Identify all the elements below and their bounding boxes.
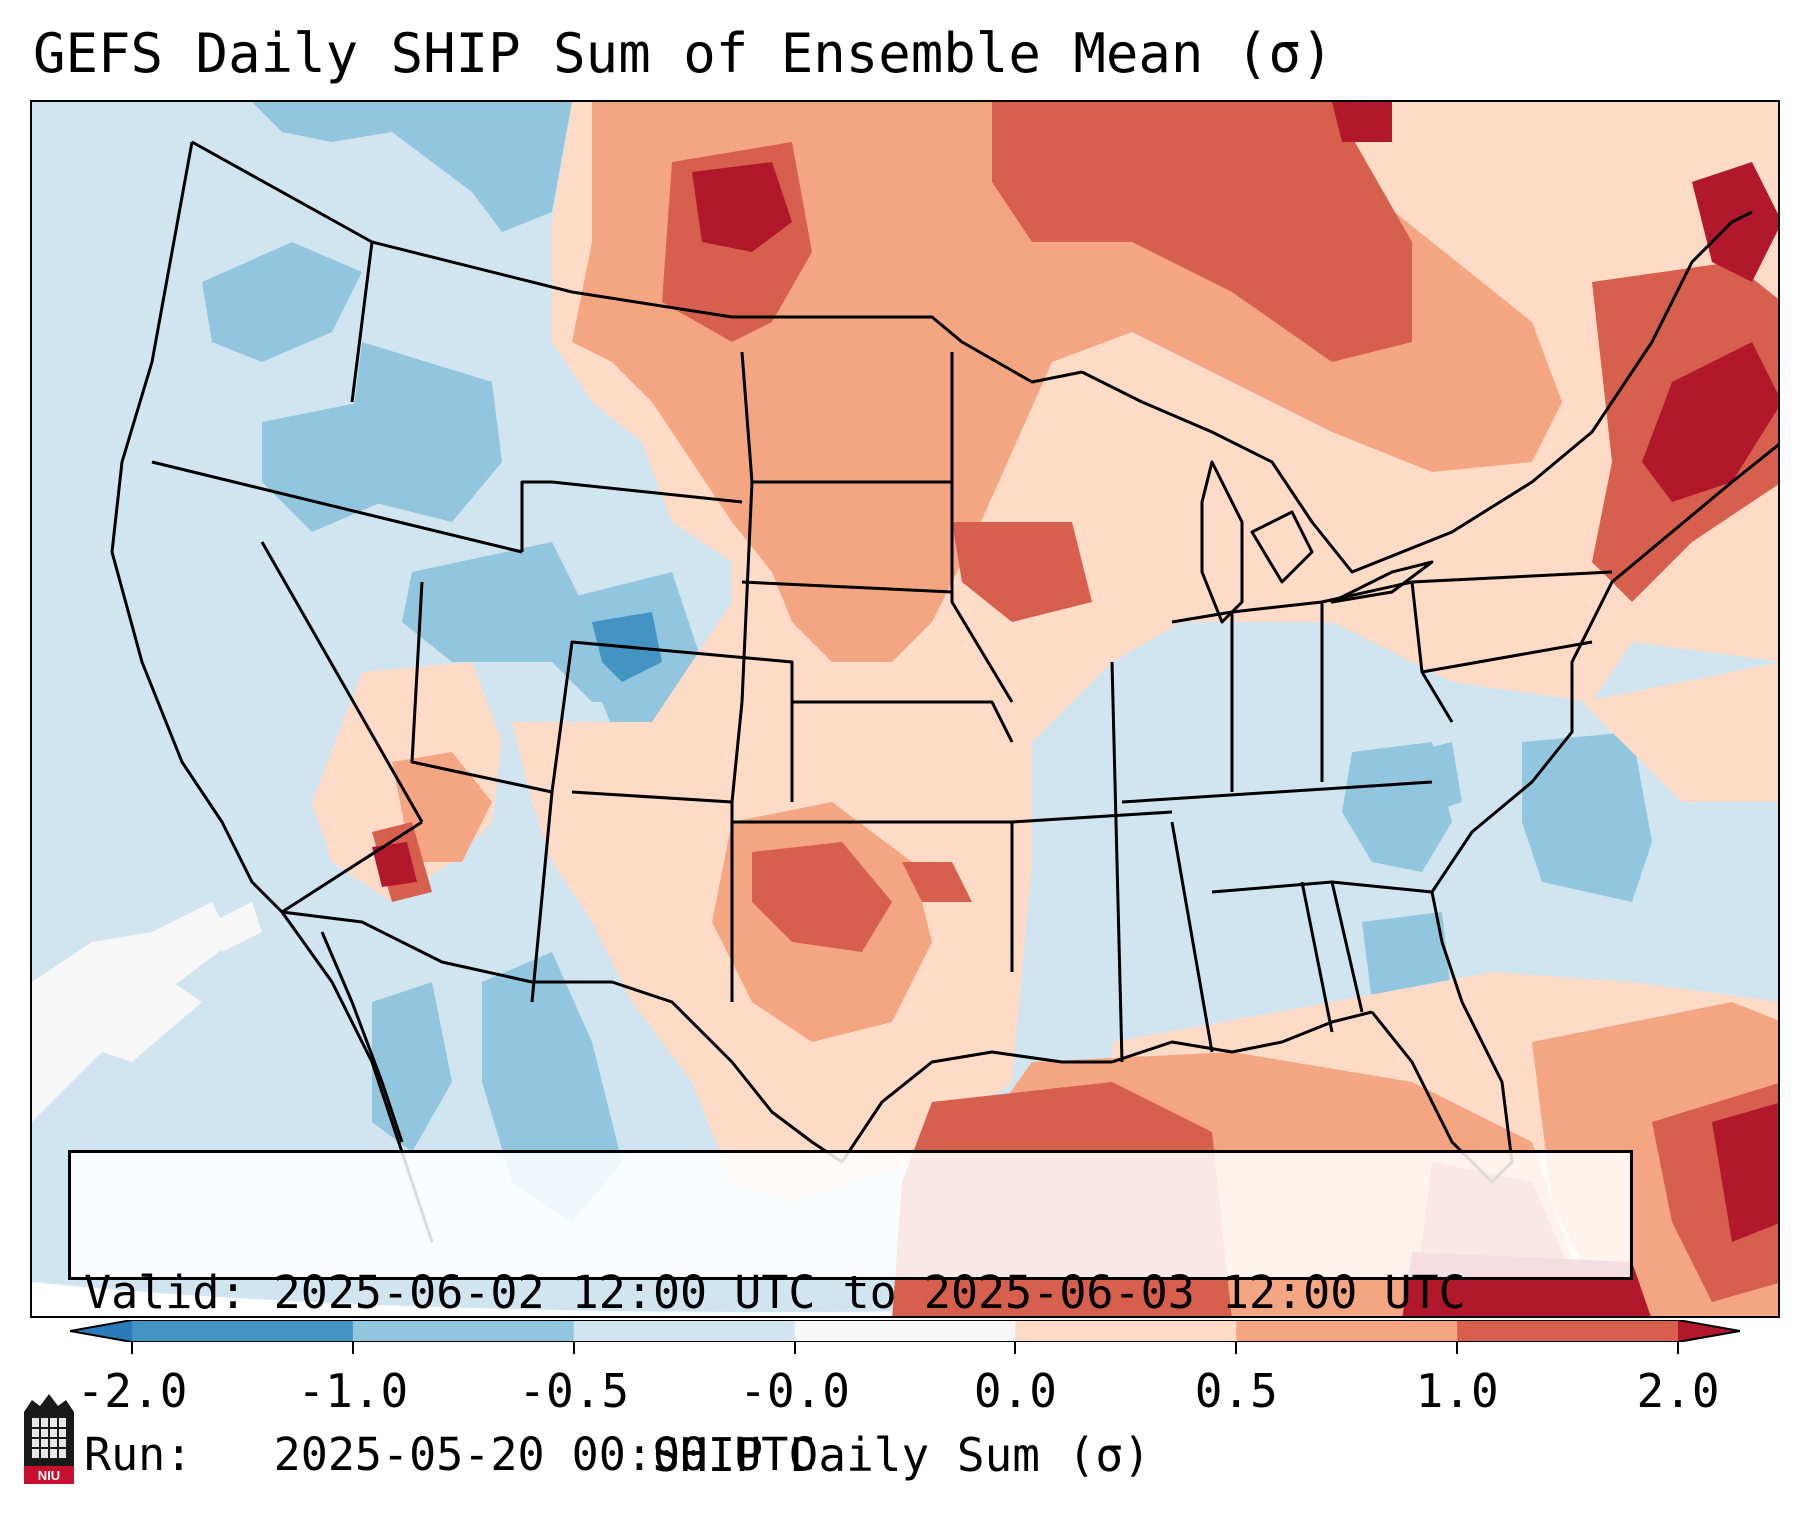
gulf-coast xyxy=(840,1010,1373,1163)
colorbar-tick-label: -2.0 xyxy=(76,1364,188,1418)
colorbar-bin xyxy=(1236,1320,1458,1342)
colorbar xyxy=(70,1320,1740,1342)
colorbar-extend-low xyxy=(70,1320,132,1342)
colorbar-tick-label: -0.5 xyxy=(518,1364,630,1418)
logo-text: NIU xyxy=(38,1468,60,1483)
colorbar-tick-label: 1.0 xyxy=(1415,1364,1499,1418)
colorbar-tick xyxy=(1014,1342,1017,1354)
lake-huron xyxy=(1250,510,1314,584)
valid-time-box: Valid: 2025-06-02 12:00 UTC to 2025-06-0… xyxy=(68,1150,1633,1481)
colorbar-tick-label: -0.0 xyxy=(739,1364,850,1418)
coastlines-and-borders xyxy=(110,140,1778,1243)
colorbar-bin xyxy=(1015,1320,1237,1342)
colorbar-tick-label: -1.0 xyxy=(297,1364,409,1418)
colorbar-label: SHIP Daily Sum (σ) xyxy=(652,1428,1151,1482)
colorbar-extend-high xyxy=(1678,1320,1740,1342)
us-canada-border xyxy=(191,140,1083,384)
colorbar-tick xyxy=(572,1342,575,1354)
colorbar-bin xyxy=(573,1320,796,1342)
colorbar-bin xyxy=(132,1320,354,1342)
map-title: GEFS Daily SHIP Sum of Ensemble Mean (σ) xyxy=(33,22,1334,85)
lake-erie xyxy=(1330,560,1434,604)
west-coast xyxy=(110,141,284,914)
lake-michigan xyxy=(1200,460,1244,624)
negative-anomaly-regions xyxy=(202,102,1692,1297)
east-coast xyxy=(1430,443,1778,893)
colorbar-bin xyxy=(352,1320,575,1342)
colorbar-bin xyxy=(1457,1320,1679,1342)
great-lakes-border xyxy=(1081,210,1753,574)
colorbar-tick xyxy=(1677,1342,1679,1354)
us-mexico-border xyxy=(281,910,843,1164)
niu-logo: NIU xyxy=(24,1394,74,1484)
colorbar-tick-label: 0.5 xyxy=(1194,1364,1278,1418)
colorbar-tick-label: 2.0 xyxy=(1636,1364,1720,1418)
near-zero-streaks xyxy=(32,902,262,1122)
colorbar-tick xyxy=(1235,1342,1238,1354)
colorbar-tick-label: 0.0 xyxy=(973,1364,1057,1418)
map-panel xyxy=(30,100,1780,1318)
run-line: Run: 2025-05-20 00:00 UTC xyxy=(84,1428,816,1481)
colorbar-tick xyxy=(131,1342,133,1354)
gulf-of-california xyxy=(320,931,404,1143)
colorbar-tick xyxy=(351,1342,354,1354)
colorbar-bin xyxy=(794,1320,1016,1342)
valid-line: Valid: 2025-06-02 12:00 UTC to 2025-06-0… xyxy=(84,1266,1466,1319)
colorbar-tick xyxy=(793,1342,796,1354)
colorbar-tick xyxy=(1456,1342,1459,1354)
